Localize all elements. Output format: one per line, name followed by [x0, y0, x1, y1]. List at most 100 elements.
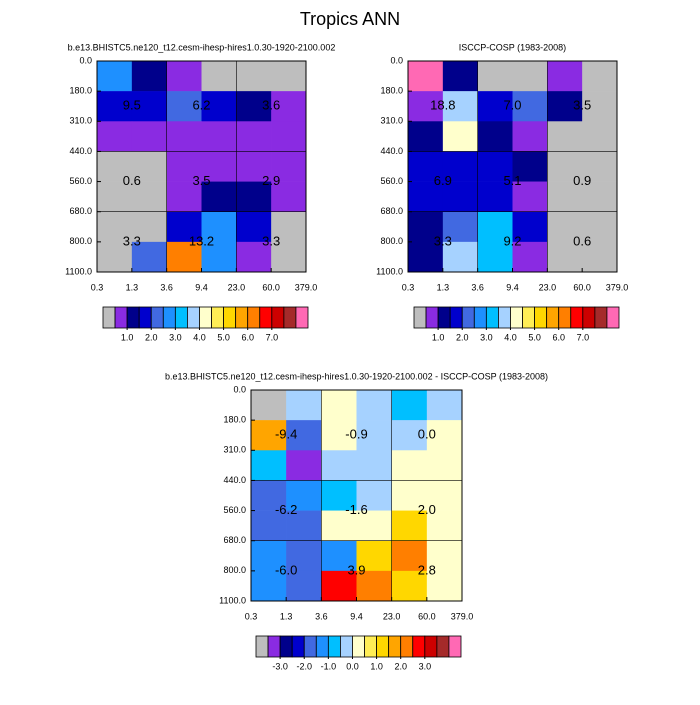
- cell: [97, 91, 133, 122]
- cell: [286, 540, 322, 572]
- cell: [286, 480, 322, 511]
- cell: [166, 151, 202, 182]
- y-tick-label: 180.0: [69, 86, 92, 96]
- y-tick-label: 310.0: [380, 116, 403, 126]
- colorbar-box: [150, 306, 164, 329]
- colorbar-tick-label: 0.0: [346, 661, 359, 671]
- colorbar-box: [400, 635, 414, 658]
- cell: [442, 61, 478, 92]
- cell: [582, 61, 618, 92]
- x-tick-label: 3.6: [315, 611, 328, 621]
- cell: [477, 241, 513, 273]
- colorbar-box: [138, 306, 152, 329]
- cell: [547, 241, 583, 273]
- colorbar-tick-label: 3.0: [480, 332, 493, 342]
- region-label: 9.5: [123, 98, 141, 113]
- y-tick-label: 680.0: [380, 206, 403, 216]
- y-tick-label: 680.0: [223, 535, 246, 545]
- region-label: 9.2: [503, 233, 521, 248]
- cell: [408, 61, 444, 92]
- cell: [271, 61, 307, 92]
- cell: [131, 211, 167, 243]
- cell: [201, 241, 237, 273]
- cell: [251, 420, 287, 451]
- colorbar-box: [327, 635, 341, 658]
- colorbar-tick-label: -1.0: [321, 661, 337, 671]
- cell: [201, 151, 237, 182]
- y-tick-label: 1100.0: [65, 266, 92, 276]
- cell: [391, 540, 428, 572]
- cell: [201, 121, 237, 152]
- x-tick-label: 3.6: [160, 282, 173, 292]
- colorbar-box: [570, 306, 584, 329]
- cell: [251, 390, 287, 421]
- colorbar-box: [162, 306, 176, 329]
- x-tick-label: 379.0: [451, 611, 474, 621]
- colorbar-box: [187, 306, 200, 329]
- cell: [251, 540, 287, 572]
- colorbar-box: [388, 635, 402, 658]
- cell: [321, 480, 357, 511]
- y-tick-label: 800.0: [223, 565, 246, 575]
- colorbar-box: [211, 306, 224, 329]
- cell: [512, 151, 548, 182]
- cell: [442, 151, 478, 182]
- cell: [271, 211, 307, 243]
- cell: [426, 480, 463, 511]
- cell: [236, 211, 272, 243]
- colorbar-tick-label: 2.0: [394, 661, 407, 671]
- y-tick-label: 560.0: [380, 176, 403, 186]
- cell: [321, 390, 357, 421]
- cell: [201, 211, 237, 243]
- cell: [271, 151, 307, 182]
- page-title: Tropics ANN: [300, 9, 400, 29]
- y-tick-label: 0.0: [233, 384, 246, 394]
- colorbar-box: [436, 635, 450, 658]
- colorbar-box: [413, 306, 427, 329]
- colorbar-tick-label: 6.0: [552, 332, 565, 342]
- cell: [477, 61, 513, 92]
- cell: [271, 91, 307, 122]
- cell: [131, 151, 167, 182]
- region-label: 0.0: [418, 427, 436, 442]
- x-tick-label: 0.3: [245, 611, 258, 621]
- colorbar-box: [352, 635, 365, 658]
- y-tick-label: 180.0: [380, 86, 403, 96]
- region-label: 3.6: [262, 98, 280, 113]
- cell: [582, 91, 618, 122]
- cell: [166, 181, 202, 213]
- cell: [97, 241, 133, 273]
- x-tick-label: 0.3: [91, 282, 104, 292]
- region-label: 2.8: [418, 562, 436, 577]
- colorbar-box: [425, 306, 439, 329]
- region-label: -9.4: [275, 427, 297, 442]
- cell: [97, 61, 133, 92]
- cell: [391, 390, 428, 421]
- cell: [236, 151, 272, 182]
- cell: [408, 241, 444, 273]
- panel-title: b.e13.BHISTC5.ne120_t12.cesm-ihesp-hires…: [165, 371, 548, 381]
- x-tick-label: 3.6: [471, 282, 484, 292]
- cell: [408, 151, 444, 182]
- cell: [286, 510, 322, 542]
- cell: [356, 390, 392, 421]
- x-tick-label: 23.0: [383, 611, 401, 621]
- x-tick-label: 0.3: [402, 282, 415, 292]
- region-label: 3.3: [123, 233, 141, 248]
- cell: [236, 91, 272, 122]
- x-tick-label: 60.0: [262, 282, 280, 292]
- region-label: 0.9: [573, 173, 591, 188]
- colorbar-box: [267, 635, 281, 658]
- cell: [512, 91, 548, 122]
- cell: [408, 91, 444, 122]
- colorbar-box: [522, 306, 535, 329]
- cell: [512, 211, 548, 243]
- y-tick-label: 0.0: [390, 55, 403, 65]
- y-tick-label: 0.0: [79, 55, 92, 65]
- cell: [477, 211, 513, 243]
- cell: [477, 91, 513, 122]
- cell: [582, 151, 618, 182]
- cell: [131, 241, 167, 273]
- cell: [286, 390, 322, 421]
